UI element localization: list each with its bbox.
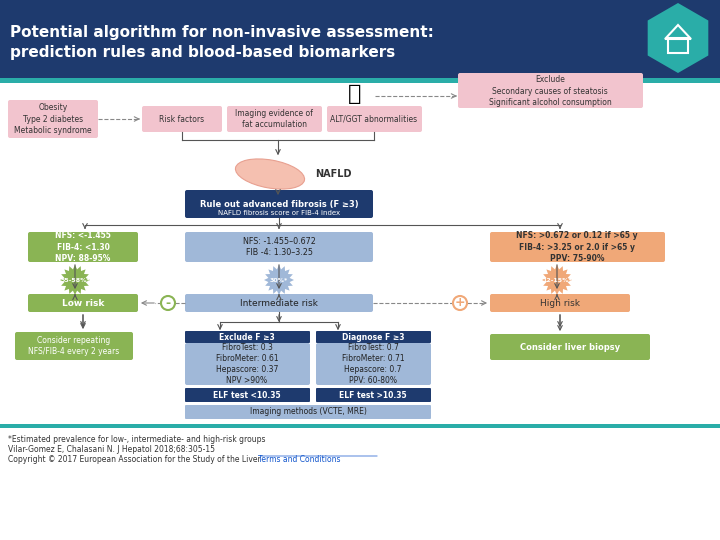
FancyBboxPatch shape — [142, 106, 222, 132]
FancyBboxPatch shape — [28, 232, 138, 262]
Text: ELF test <10.35: ELF test <10.35 — [213, 390, 281, 400]
FancyBboxPatch shape — [316, 388, 431, 402]
FancyBboxPatch shape — [316, 331, 431, 343]
Text: FibroTest: 0.3
FibroMeter: 0.61
Hepascore: 0.37
NPV >90%: FibroTest: 0.3 FibroMeter: 0.61 Hepascor… — [216, 343, 279, 385]
FancyBboxPatch shape — [15, 332, 133, 360]
Text: NFS: <-1.455
FIB-4: <1.30
NPV: 88-95%: NFS: <-1.455 FIB-4: <1.30 NPV: 88-95% — [55, 232, 111, 262]
FancyBboxPatch shape — [185, 190, 373, 218]
Text: 30%*: 30%* — [270, 278, 288, 282]
FancyBboxPatch shape — [0, 424, 720, 428]
Text: prediction rules and blood-based biomarkers: prediction rules and blood-based biomark… — [10, 44, 395, 59]
FancyBboxPatch shape — [185, 388, 310, 402]
FancyBboxPatch shape — [327, 106, 422, 132]
Text: Imaging methods (VCTE, MRE): Imaging methods (VCTE, MRE) — [250, 408, 366, 416]
Text: Vilar-Gomez E, Chalasani N. J Hepatol 2018;68:305-15: Vilar-Gomez E, Chalasani N. J Hepatol 20… — [8, 445, 215, 454]
Text: NFS: -1.455–0.672
FIB -4: 1.30–3.25: NFS: -1.455–0.672 FIB -4: 1.30–3.25 — [243, 237, 315, 257]
Polygon shape — [648, 3, 708, 73]
FancyBboxPatch shape — [0, 0, 720, 78]
FancyBboxPatch shape — [185, 331, 310, 343]
FancyBboxPatch shape — [0, 78, 720, 83]
Circle shape — [161, 296, 175, 310]
Text: Risk factors: Risk factors — [159, 114, 204, 124]
Text: -: - — [166, 296, 171, 309]
FancyBboxPatch shape — [28, 294, 138, 312]
Text: Potential algorithm for non-invasive assessment:: Potential algorithm for non-invasive ass… — [10, 24, 434, 39]
FancyBboxPatch shape — [227, 106, 322, 132]
Text: Obesity
Type 2 diabetes
Metabolic syndrome: Obesity Type 2 diabetes Metabolic syndro… — [14, 103, 92, 134]
Text: High risk: High risk — [540, 299, 580, 307]
Text: Imaging evidence of
fat accumulation: Imaging evidence of fat accumulation — [235, 109, 313, 129]
Text: ELF test >10.35: ELF test >10.35 — [339, 390, 407, 400]
FancyBboxPatch shape — [490, 232, 665, 262]
Text: NAFLD: NAFLD — [315, 169, 351, 179]
Text: Copyright © 2017 European Association for the Study of the Liver: Copyright © 2017 European Association fo… — [8, 455, 261, 464]
Text: 12-15%*: 12-15%* — [542, 278, 572, 282]
Text: Exclude F ≥3: Exclude F ≥3 — [219, 333, 275, 341]
FancyBboxPatch shape — [490, 294, 630, 312]
FancyBboxPatch shape — [8, 100, 98, 138]
Text: Diagnose F ≥3: Diagnose F ≥3 — [342, 333, 404, 341]
Text: Terms and Conditions: Terms and Conditions — [258, 455, 341, 464]
Text: NAFLD fibrosis score or FIB-4 index: NAFLD fibrosis score or FIB-4 index — [218, 210, 340, 216]
Text: Exclude
Secondary causes of steatosis
Significant alcohol consumption: Exclude Secondary causes of steatosis Si… — [489, 76, 611, 106]
Text: 55-58%*: 55-58%* — [60, 278, 90, 282]
FancyBboxPatch shape — [458, 73, 643, 108]
FancyBboxPatch shape — [185, 294, 373, 312]
Text: 👥: 👥 — [348, 84, 361, 104]
Text: ALT/GGT abnormalities: ALT/GGT abnormalities — [330, 114, 418, 124]
Polygon shape — [542, 265, 572, 295]
FancyBboxPatch shape — [316, 343, 431, 385]
Ellipse shape — [235, 159, 305, 189]
Text: Low risk: Low risk — [62, 299, 104, 307]
Text: Rule out advanced fibrosis (F ≥3): Rule out advanced fibrosis (F ≥3) — [199, 199, 359, 208]
Circle shape — [453, 296, 467, 310]
FancyBboxPatch shape — [490, 334, 650, 360]
FancyBboxPatch shape — [185, 405, 431, 419]
Text: Intermediate risk: Intermediate risk — [240, 299, 318, 307]
Polygon shape — [264, 265, 294, 295]
Text: Consider repeating
NFS/FIB-4 every 2 years: Consider repeating NFS/FIB-4 every 2 yea… — [28, 336, 120, 356]
Polygon shape — [60, 265, 90, 295]
Text: *Estimated prevalence for low-, intermediate- and high-risk groups: *Estimated prevalence for low-, intermed… — [8, 435, 266, 444]
Text: +: + — [455, 296, 465, 309]
Text: NFS: >0.672 or 0.12 if >65 y
FIB-4: >3.25 or 2.0 if >65 y
PPV: 75-90%: NFS: >0.672 or 0.12 if >65 y FIB-4: >3.2… — [516, 232, 638, 262]
Text: Consider liver biopsy: Consider liver biopsy — [520, 342, 620, 352]
FancyBboxPatch shape — [185, 343, 310, 385]
Text: FibroTest: 0.7
FibroMeter: 0.71
Hepascore: 0.7
PPV: 60-80%: FibroTest: 0.7 FibroMeter: 0.71 Hepascor… — [342, 343, 405, 385]
FancyBboxPatch shape — [185, 232, 373, 262]
